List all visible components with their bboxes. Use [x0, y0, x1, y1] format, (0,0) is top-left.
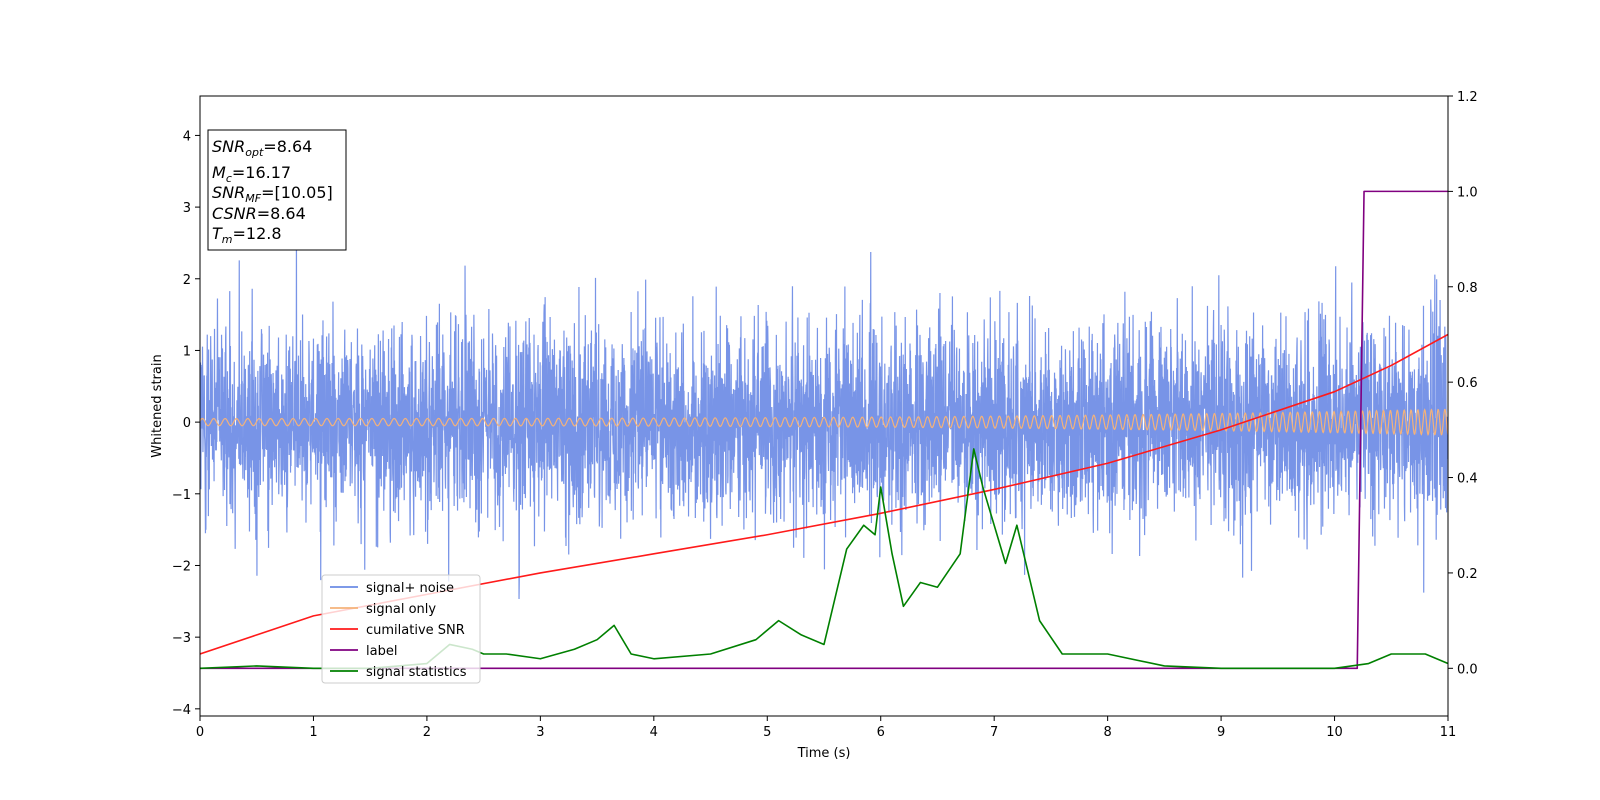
y-right-tick-label: 1.2 [1457, 90, 1478, 105]
x-tick-label: 8 [1103, 725, 1111, 740]
series-label [200, 190, 1448, 670]
legend-item-label-text: label [366, 644, 397, 659]
annotation-snr-opt: SNRopt=8.64 [212, 137, 312, 159]
y-axis-left: −4 −3 −2 −1 0 1 2 3 4 [172, 129, 200, 718]
legend-item-signal-only-text: signal only [366, 602, 436, 617]
x-axis: 0 1 2 3 4 5 6 7 8 9 10 11 [196, 716, 1456, 740]
x-tick-label: 3 [536, 725, 544, 740]
legend-item-signal-noise-text: signal+ noise [366, 581, 454, 596]
x-axis-label: Time (s) [797, 746, 851, 761]
x-tick-label: 10 [1326, 725, 1343, 740]
x-tick-label: 5 [763, 725, 771, 740]
annotation-frame [207, 129, 347, 251]
legend: signal+ noise signal only cumilative SNR la… [321, 574, 481, 684]
y-left-tick-label: −4 [172, 703, 191, 718]
y-right-tick-label: 0.6 [1457, 376, 1478, 391]
x-tick-label: 7 [990, 725, 998, 740]
annotation-tm: Tm=12.8 [212, 224, 282, 246]
x-tick-label: 1 [309, 725, 317, 740]
y-right-tick-label: 0.8 [1457, 281, 1478, 296]
y-left-tick-label: 4 [183, 129, 191, 144]
y-right-tick-label: 0.0 [1457, 662, 1478, 677]
legend-item-signal-statistics-text: signal statistics [366, 665, 467, 680]
y-left-tick-label: 2 [183, 273, 191, 288]
x-tick-label: 4 [650, 725, 658, 740]
y-left-tick-label: 1 [183, 344, 191, 359]
annotation-snr-mf: SNRMF=[10.05] [212, 183, 333, 205]
annotation-csnr: CSNR=8.64 [212, 204, 306, 223]
y-axis-label: Whitened strain [150, 354, 165, 457]
plot-frame [199, 95, 1449, 717]
annotation-mc: Mc=16.17 [212, 163, 291, 185]
x-tick-label: 6 [877, 725, 885, 740]
x-tick-label: 0 [196, 725, 204, 740]
legend-item-cumulative-snr-text: cumilative SNR [366, 623, 465, 638]
y-right-tick-label: 1.0 [1457, 185, 1478, 200]
x-tick-label: 9 [1217, 725, 1225, 740]
series-signal-noise [200, 228, 1448, 599]
y-left-tick-label: 3 [183, 201, 191, 216]
x-tick-label: 11 [1440, 725, 1457, 740]
y-right-tick-label: 0.4 [1457, 472, 1478, 487]
y-left-tick-label: −2 [172, 559, 191, 574]
y-left-tick-label: 0 [183, 416, 191, 431]
annotation-box: SNRopt=8.64 Mc=16.17 SNRMF=[10.05] CSNR=… [207, 129, 347, 251]
y-right-tick-label: 0.2 [1457, 567, 1478, 582]
legend-frame [321, 574, 481, 684]
x-tick-label: 2 [423, 725, 431, 740]
series-signal-only [200, 408, 1448, 436]
y-left-tick-label: −3 [172, 631, 191, 646]
y-axis-right: 0.0 0.2 0.4 0.6 0.8 1.0 1.2 [1448, 90, 1478, 677]
y-left-tick-label: −1 [172, 488, 191, 503]
series-signal-statistics [200, 448, 1448, 670]
